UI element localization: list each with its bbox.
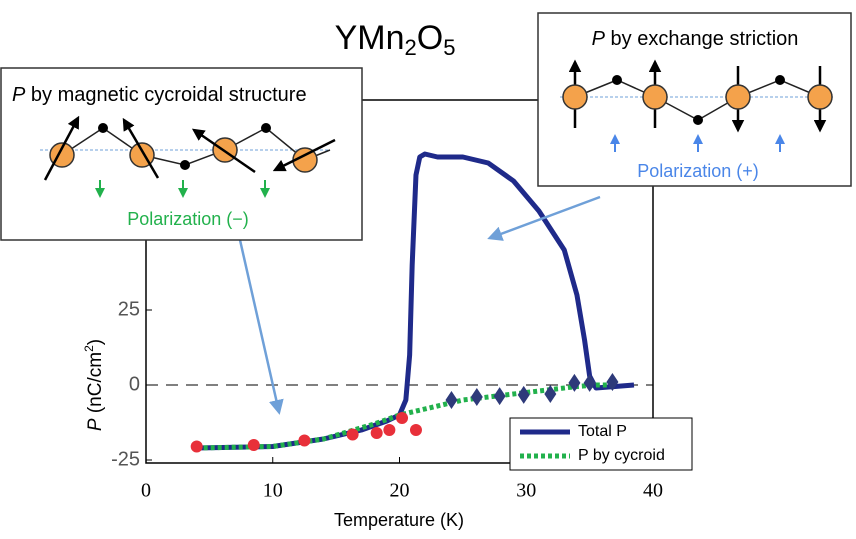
oxygen [612,75,622,85]
y-tick-label: 25 [118,298,140,320]
y-label-sup: 2 [82,345,96,352]
oxygen [98,123,108,133]
data-point [517,385,530,404]
ion [807,84,833,110]
ion [725,84,751,110]
data-point [409,424,422,436]
data-point [396,412,409,424]
data-point [493,387,506,406]
data-point [383,424,396,436]
legend-label: P by cycroid [578,447,665,464]
legend-label: Total P [578,423,627,440]
inset-title: P by magnetic cycroidal structure [12,84,307,106]
inset-title: P by exchange striction [592,28,799,50]
spin-arrow [43,115,80,181]
legend-box [509,417,693,471]
x-tick-label: 30 [516,480,536,502]
data-point [445,391,458,409]
pointer-arrow [487,195,601,241]
inset-polarization: Polarization (+) [637,161,759,181]
inset-polarization: Polarization (−) [127,209,249,229]
spin-arrow [191,128,256,174]
oxygen [261,123,271,133]
x-axis-label: Temperature (K) [334,510,464,530]
x-tick-label: 0 [141,480,151,502]
inset-title-text: by exchange striction [605,28,798,50]
title-sub: 5 [443,35,455,60]
oxygen [775,75,785,85]
series-line [196,151,635,451]
data-point [346,428,359,441]
oxygen [180,160,190,170]
inset-symbol: P [592,28,606,50]
inset-symbol: P [12,84,26,106]
title-sub: 2 [404,35,416,60]
data-point [544,385,557,403]
data-point [190,440,203,453]
chart-title: YMn2O5 [335,19,456,60]
data-point [370,427,383,439]
title-part: YMn [335,19,405,57]
ion [642,84,668,110]
right-inset: P by exchange striction Polarization (+) [537,12,852,187]
ion [562,84,588,110]
y-tick-label: -25 [111,448,140,470]
data-point [298,434,311,447]
y-label-unit: ) [85,339,106,345]
data-point [606,373,619,391]
oxygen [693,115,703,125]
x-tick-label: 10 [263,480,283,502]
title-part: O [417,19,443,57]
y-label-symbol: P [85,418,106,431]
data-point [247,439,260,451]
x-tick-label: 40 [643,480,663,502]
inset-title-text: by magnetic cycroidal structure [25,84,306,106]
y-label-unit: (nC/cm [85,352,106,419]
spin-arrow [272,138,336,172]
data-point [568,373,581,392]
spin-arrow [122,117,160,179]
x-tick-label: 20 [390,480,410,502]
pointer-arrow [238,239,284,415]
y-tick-label: 0 [129,373,140,395]
data-point [583,373,596,392]
left-inset: P by magnetic cycroidal structure Polari… [0,67,363,241]
data-point [470,388,483,406]
y-axis-label: P (nC/cm2) [82,339,106,431]
series-line [196,382,615,451]
inset-box [537,12,852,187]
